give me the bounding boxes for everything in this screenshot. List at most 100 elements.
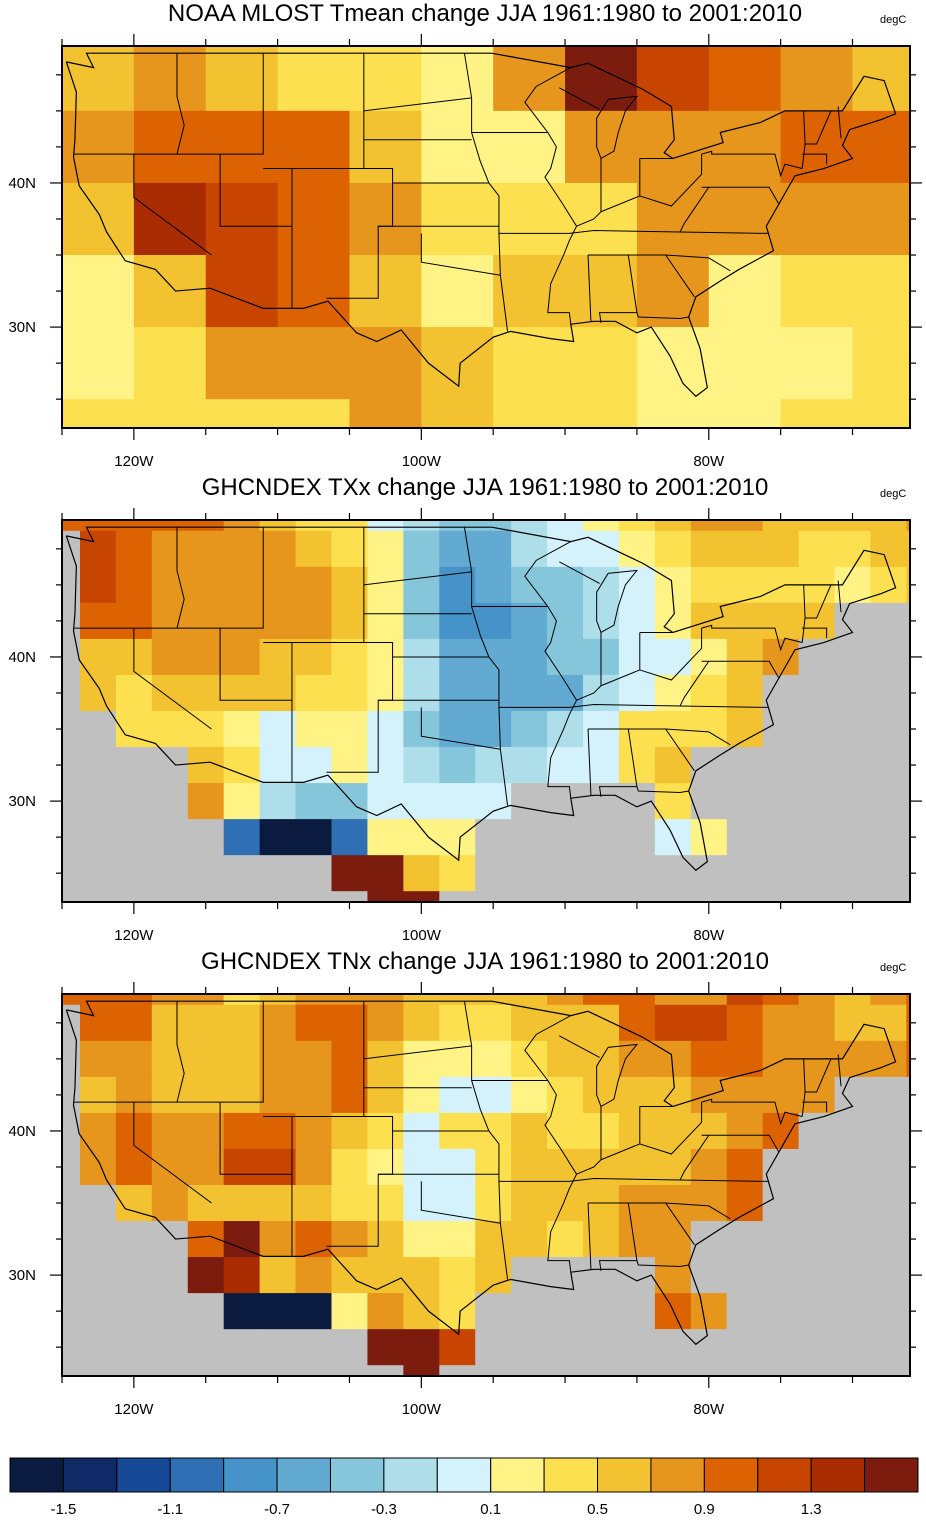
grid-cell [403, 1148, 440, 1186]
grid-cell [331, 1257, 369, 1294]
grid-cell [583, 891, 620, 903]
grid-cell [906, 1148, 911, 1186]
grid-cell [475, 783, 512, 820]
grid-cell [259, 638, 297, 676]
grid-cell [187, 819, 225, 856]
grid-cell [762, 994, 800, 1006]
grid-cell [690, 891, 728, 903]
grid-cell [151, 783, 189, 820]
grid-cell [259, 1257, 297, 1294]
map-title: GHCNDEX TNx change JJA 1961:1980 to 2001… [201, 948, 769, 975]
grid-cell [636, 255, 710, 328]
state-border [600, 669, 640, 687]
grid-cell [475, 520, 512, 532]
state-border [363, 97, 472, 112]
grid-cell [62, 855, 81, 892]
grid-cell [475, 674, 512, 712]
grid-cell [636, 399, 710, 429]
grid-cell [79, 1293, 117, 1330]
grid-cell [511, 711, 548, 748]
grid-cell [403, 530, 440, 568]
grid-cell [367, 566, 404, 604]
grid-cell [79, 1112, 117, 1150]
state-border [639, 628, 703, 681]
map-frame [61, 519, 911, 903]
state-border [587, 1202, 592, 1270]
state-border [802, 153, 828, 165]
grid-cell [690, 1221, 728, 1258]
state-border [701, 624, 803, 652]
grid-cell [187, 1365, 225, 1377]
grid-cell [834, 1076, 872, 1114]
grid-cell [187, 1257, 225, 1294]
grid-cell [547, 1040, 584, 1078]
grid-cell [834, 1185, 872, 1222]
grid-cell [151, 994, 189, 1006]
grid-cell [115, 520, 153, 532]
grid-cell [583, 747, 620, 784]
grid-cell [547, 1148, 584, 1186]
grid-cell [187, 602, 225, 640]
grid-cell [654, 638, 692, 676]
grid-cell [852, 255, 911, 328]
grid-cell [223, 1221, 261, 1258]
grid-cell [762, 1112, 800, 1150]
grid-cell [726, 602, 764, 640]
grid-cell [798, 530, 836, 568]
grid-cell [834, 747, 872, 784]
grid-cell [511, 1221, 548, 1258]
grid-cell [547, 1257, 584, 1294]
grid-cell [583, 819, 620, 856]
grid-cell [475, 994, 512, 1006]
state-border [701, 1098, 803, 1126]
grid-cell [62, 1257, 81, 1294]
grid-cell [690, 1004, 728, 1042]
grid-cell [403, 1257, 440, 1294]
colorbar-label: -0.3 [371, 1501, 397, 1518]
grid-cell [331, 819, 369, 856]
grid-cell [762, 1076, 800, 1114]
grid-cell [79, 1365, 117, 1377]
grid-cell [79, 1040, 117, 1078]
axis-ticks [50, 34, 922, 440]
grid-cell [439, 1329, 476, 1366]
grid-cell [690, 638, 728, 676]
grid-cell [511, 855, 548, 892]
grid-cell [690, 566, 728, 604]
grid-cell [295, 747, 333, 784]
colorbar-swatch [810, 1457, 866, 1493]
grid-cell [726, 530, 764, 568]
grid-cell [295, 1221, 333, 1258]
grid-cell [870, 1185, 908, 1222]
grid-cell [62, 1185, 81, 1222]
grid-cell [223, 747, 261, 784]
grid-cell [79, 674, 117, 712]
grid-cell [798, 783, 836, 820]
grid-cell [223, 1112, 261, 1150]
map-tmean: 120W 100W 80W 30N 40N [8, 34, 922, 470]
grid-cell [726, 1185, 764, 1222]
state-border [837, 580, 842, 613]
grid-cell [295, 783, 333, 820]
grid-cell [439, 520, 476, 532]
grid-cell [906, 566, 911, 604]
grid-cell [870, 891, 908, 903]
grid-cell [223, 674, 261, 712]
y-tick-label: 40N [8, 649, 36, 666]
grid-cell [223, 530, 261, 568]
grid-cell [187, 994, 225, 1006]
grid-cell [62, 520, 81, 532]
grid-cell [870, 1257, 908, 1294]
grid-cell [403, 602, 440, 640]
state-border [679, 186, 710, 233]
grid-cell [331, 1293, 369, 1330]
grid-cell [583, 1365, 620, 1377]
grid-cell [349, 46, 422, 112]
state-border [600, 195, 640, 213]
grid-cell [79, 602, 117, 640]
grid-cell [852, 46, 911, 112]
grid-cell [690, 520, 728, 532]
grid-cell [654, 1004, 692, 1042]
grid-cell [331, 1185, 369, 1222]
grid-cell [762, 520, 800, 532]
